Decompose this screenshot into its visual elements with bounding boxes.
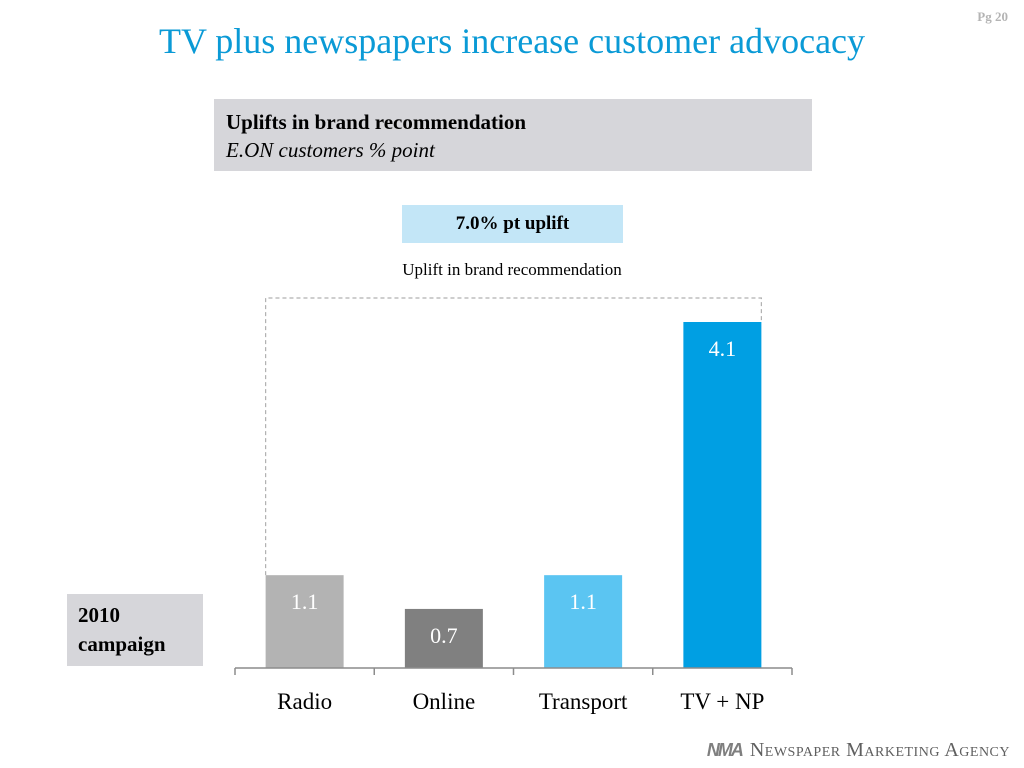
info-box-title: Uplifts in brand recommendation — [226, 110, 527, 134]
uplift-bracket — [265, 297, 762, 576]
bar-value-label: 0.7 — [430, 623, 458, 648]
bar — [404, 608, 483, 668]
campaign-box: 2010 campaign — [67, 594, 203, 666]
bar-value-label: 1.1 — [291, 589, 319, 614]
chart-title: Uplift in brand recommendation — [402, 260, 622, 279]
campaign-label: campaign — [78, 632, 166, 656]
bar-value-label: 1.1 — [569, 589, 597, 614]
x-tick-label: Transport — [539, 689, 628, 714]
bar — [544, 575, 623, 668]
x-tick-label: Online — [413, 689, 476, 714]
bar — [265, 575, 344, 668]
agency-logo-mark: NMA — [706, 740, 744, 760]
campaign-year: 2010 — [78, 603, 120, 627]
x-tick-label: Radio — [277, 689, 332, 714]
agency-logo-name: Newspaper Marketing Agency — [749, 739, 1010, 761]
page-number: Pg 20 — [977, 9, 1008, 24]
info-box-subtitle: E.ON customers % point — [226, 138, 435, 162]
bar-value-label: 4.1 — [709, 336, 737, 361]
info-box: Uplifts in brand recommendation E.ON cus… — [214, 99, 812, 171]
uplift-total-box: 7.0% pt uplift — [402, 205, 623, 243]
bar — [683, 322, 762, 668]
slide-title: TV plus newspapers increase customer adv… — [158, 21, 866, 61]
x-tick-label: TV + NP — [680, 689, 764, 714]
agency-logo: NMA Newspaper Marketing Agency — [707, 739, 1010, 762]
